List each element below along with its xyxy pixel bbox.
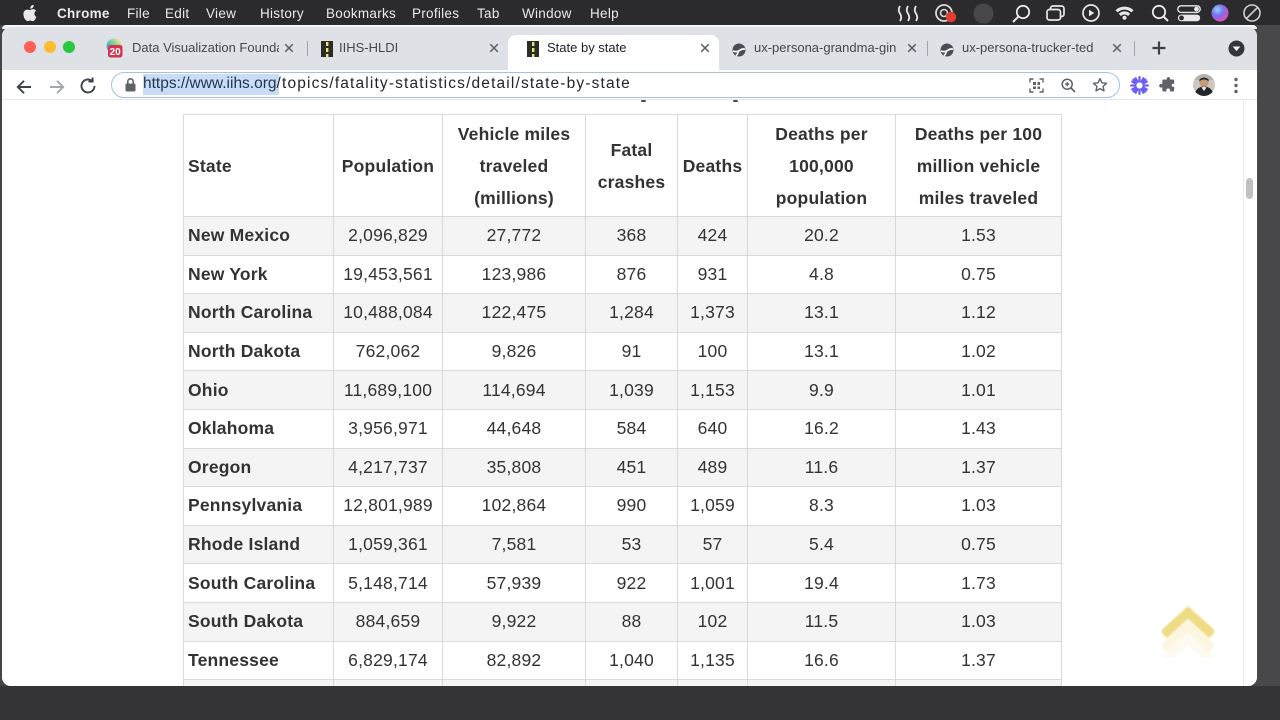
svg-text:20: 20 bbox=[110, 47, 122, 58]
